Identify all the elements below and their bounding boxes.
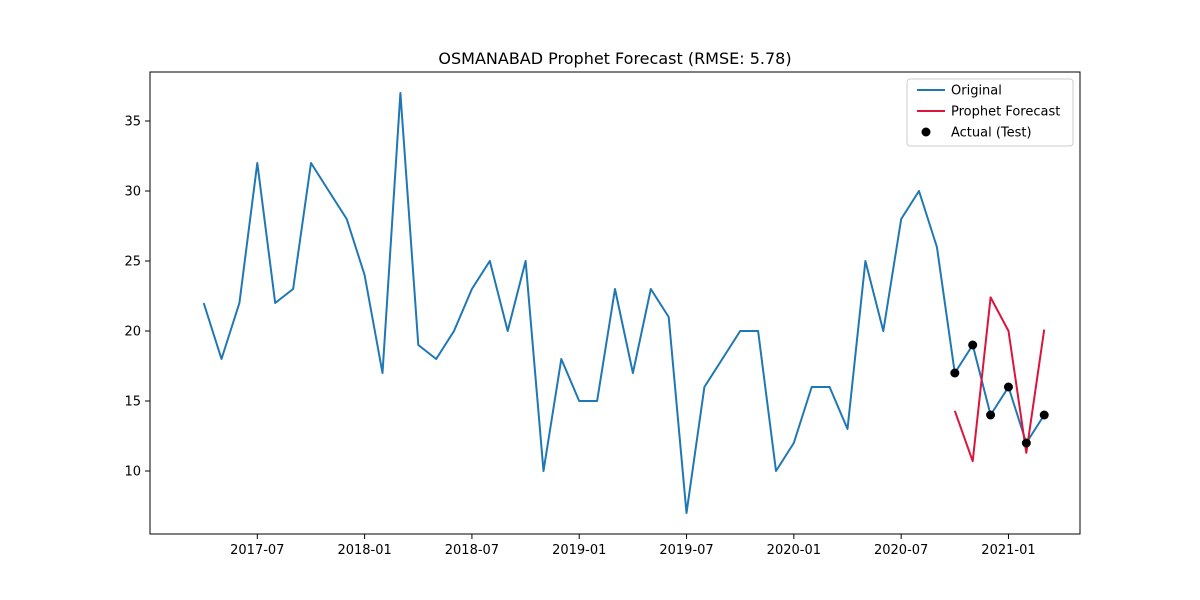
actual-test-point [986,410,996,420]
x-tick-label: 2020-07 [874,543,928,558]
y-tick-label: 20 [124,325,141,340]
x-tick-label: 2020-01 [767,543,821,558]
x-tick-label: 2019-07 [659,543,713,558]
legend-swatch-marker [921,127,931,137]
y-axis: 10 15 20 25 30 35 [124,115,150,480]
legend-label: Actual (Test) [951,126,1032,141]
series-layer [202,92,1049,514]
legend-label: Prophet Forecast [951,105,1060,120]
x-axis: 2017-07 2018-01 2018-07 2019-01 2019-07 2020-… [230,534,1036,558]
actual-test-point [950,368,960,378]
series-line-prophet-forecast [953,296,1046,463]
y-tick-label: 10 [124,465,141,480]
y-tick-label: 35 [124,115,141,130]
actual-test-point [1021,438,1031,448]
y-tick-label: 30 [124,185,141,200]
x-tick-label: 2018-07 [445,543,499,558]
series-line-original [202,92,1046,514]
legend-label: Original [951,84,1002,99]
chart-title: OSMANABAD Prophet Forecast (RMSE: 5.78) [438,49,791,68]
actual-test-point [1003,382,1013,392]
y-tick-label: 25 [124,255,141,270]
plot-area [149,71,1081,535]
actual-test-point [968,340,978,350]
x-tick-label: 2019-01 [552,543,606,558]
y-tick-label: 15 [124,395,141,410]
x-tick-label: 2021-01 [981,543,1035,558]
x-tick-label: 2018-01 [337,543,391,558]
legend-box [906,78,1074,147]
actual-test-point [1039,410,1049,420]
legend: Original Prophet Forecast Actual (Test) [906,78,1074,147]
x-tick-label: 2017-07 [230,543,284,558]
